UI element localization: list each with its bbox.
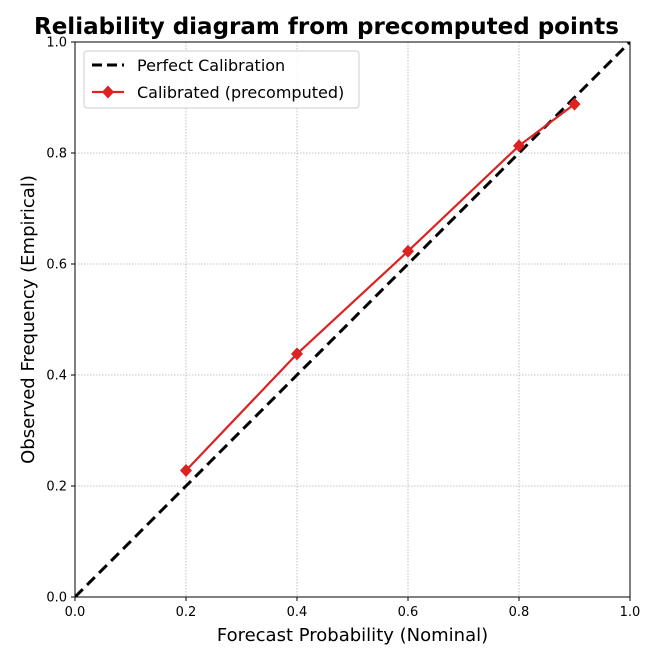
calibrated-point: [291, 347, 303, 361]
y-tick-label: 0.8: [46, 147, 67, 162]
x-tick-label: 0.8: [509, 605, 530, 620]
calibrated-point: [180, 463, 192, 477]
calibrated-point: [513, 139, 525, 153]
calibrated-point: [402, 244, 414, 258]
x-axis-ticks: 0.0 0.2 0.4 0.6 0.8 1.0: [65, 597, 641, 620]
x-tick-label: 0.4: [287, 605, 308, 620]
x-axis-label: Forecast Probability (Nominal): [217, 625, 488, 646]
y-tick-label: 0.6: [46, 258, 67, 273]
y-tick-label: 0.0: [46, 591, 67, 606]
calibrated-point: [568, 97, 581, 111]
y-tick-label: 1.0: [46, 36, 67, 51]
legend: Perfect Calibration Calibrated (precompu…: [83, 50, 360, 109]
x-tick-label: 0.0: [65, 605, 86, 620]
x-tick-label: 0.2: [176, 605, 197, 620]
y-tick-label: 0.2: [46, 480, 67, 495]
marker-layer: [180, 97, 581, 477]
legend-label-calibrated: Calibrated (precomputed): [137, 83, 344, 102]
plot-frame: [74, 41, 631, 598]
legend-box: [83, 50, 360, 109]
legend-label-perfect-calibration: Perfect Calibration: [137, 56, 285, 75]
y-tick-label: 0.4: [46, 369, 67, 384]
x-tick-label: 0.6: [398, 605, 419, 620]
x-tick-label: 1.0: [620, 605, 641, 620]
perfect-calibration-line: [75, 42, 630, 597]
chart-title: Reliability diagram from precomputed poi…: [34, 14, 619, 40]
y-axis-label: Observed Frequency (Empirical): [18, 175, 39, 464]
y-axis-ticks: 0.0 0.2 0.4 0.6 0.8 1.0: [46, 36, 75, 606]
legend-marker-calibrated: [102, 85, 114, 99]
